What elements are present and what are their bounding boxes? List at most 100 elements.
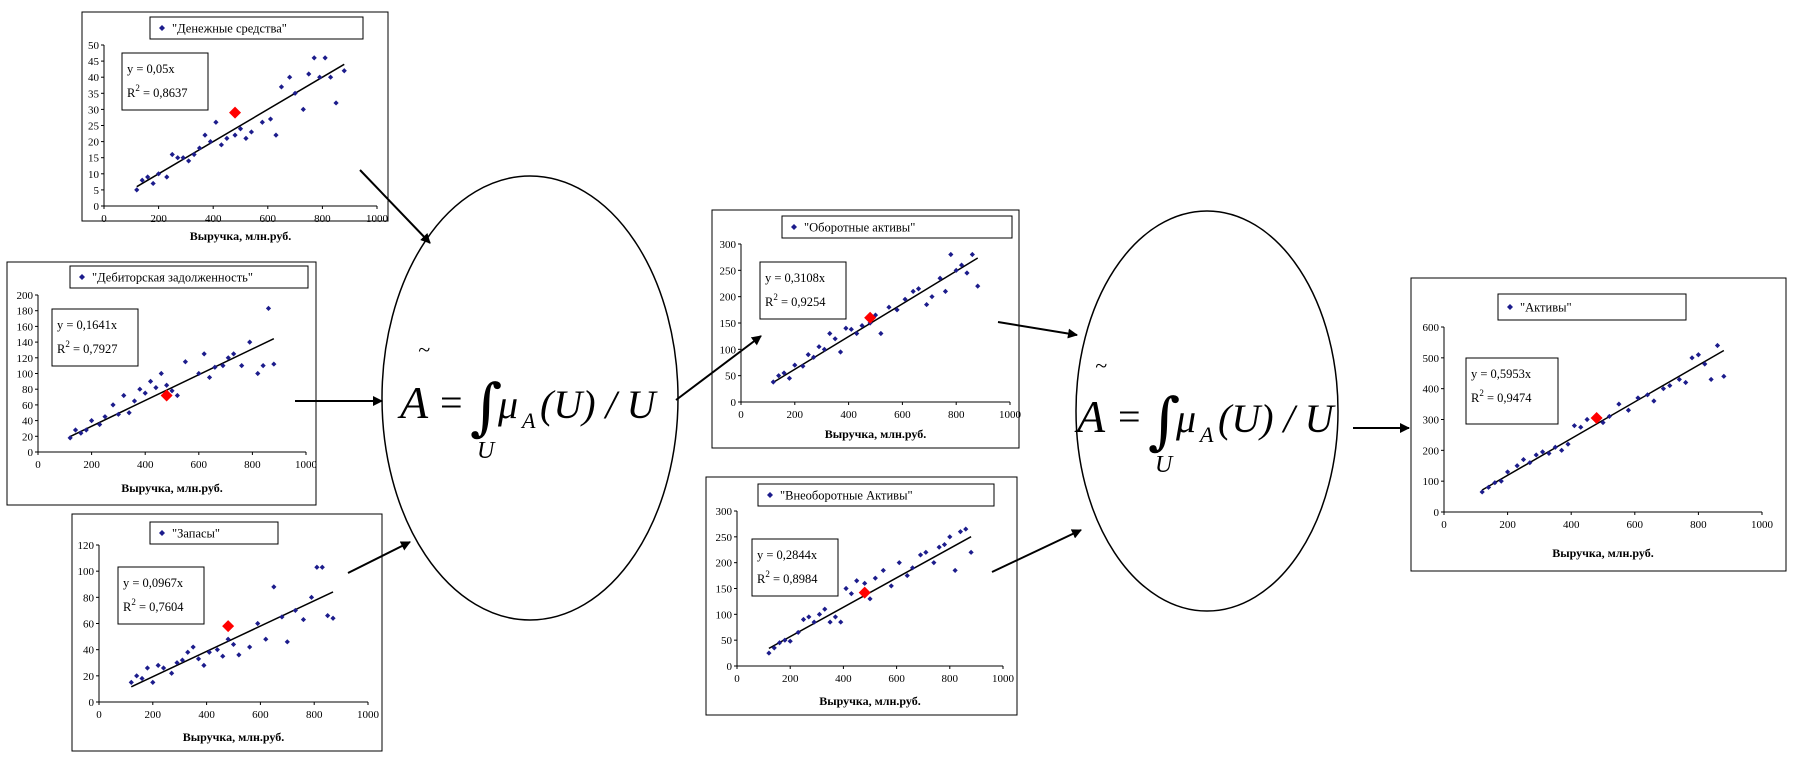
highlight-point [864,311,877,324]
data-point [1714,342,1721,349]
data-point [832,614,839,620]
x-tick-label: 0 [738,409,744,421]
data-point [969,251,975,258]
data-point [1527,460,1533,466]
data-point [271,361,277,367]
equation-box [121,52,209,111]
data-point [811,619,817,625]
data-point [964,270,970,276]
legend-label: "Оборотные активы" [804,221,915,235]
data-point [827,619,833,625]
data-point [904,572,910,579]
data-point [185,649,191,655]
data-point [243,135,249,141]
data-point [220,653,226,659]
data-point [190,644,196,650]
legend-label: "Денежные средства" [172,22,287,36]
x-tick-label: 0 [96,709,102,721]
chart-frame [6,261,317,506]
data-point [314,564,320,570]
x-tick-label: 400 [137,459,154,471]
x-tick-label: 400 [1563,519,1580,531]
x-tick-label: 0 [35,459,41,471]
data-point [957,529,964,535]
data-point [1635,395,1641,401]
chart-cash: 0 5 10 15 20 25 30 35 40 45 50 0 200 400 600 800 1000 Выр… [81,11,389,243]
data-point [207,139,214,145]
x-tick-label: 1000 [992,673,1015,685]
y-tick-label: 600 [1423,322,1440,334]
y-tick-label: 200 [720,292,737,304]
data-point [206,374,213,381]
x-tick-label: 800 [314,213,331,225]
equation-box [1465,357,1559,425]
y-tick-label: 300 [1423,415,1440,427]
formula-mu: μ [1175,396,1196,441]
trend-equation: y = 0,05x [127,62,175,76]
x-tick-label: 200 [787,409,804,421]
data-point [206,649,212,655]
data-point [941,541,948,548]
formula-sub: A [520,408,536,433]
data-point [770,379,776,385]
data-point [212,364,218,370]
y-tick-label: 0 [28,447,34,459]
data-point [78,430,84,436]
legend-box [149,521,279,545]
y-tick-label: 100 [78,566,95,578]
legend-marker [767,492,773,498]
data-point [1578,424,1584,430]
x-tick-label: 600 [894,409,911,421]
data-point [218,142,224,148]
data-point [968,549,974,555]
x-tick-label: 400 [835,673,852,685]
x-tick-label: 600 [252,709,269,721]
formula-limit: U [477,438,496,464]
data-point [267,116,274,122]
data-point [225,636,231,642]
data-point [1600,419,1606,426]
y-tick-label: 200 [1423,445,1440,457]
trend-line [772,257,979,383]
data-point [1498,478,1504,484]
data-point [201,662,207,668]
legend-box [757,483,995,507]
data-point [230,641,237,648]
data-point [306,71,312,77]
data-point [1514,463,1520,469]
data-point [923,549,929,555]
y-tick-label: 20 [22,431,34,443]
data-point [201,351,207,357]
data-point [800,363,806,369]
data-point [186,158,192,164]
legend-marker [1507,304,1513,310]
data-point [1683,379,1689,386]
data-point [164,382,170,388]
data-point [1702,361,1708,367]
equation-box [759,261,847,320]
data-point [1571,423,1577,429]
x-axis-label: Выручка, млн.руб. [183,730,285,744]
trend-equation: y = 0,0967x [123,576,184,590]
data-point [1479,489,1485,495]
data-point [284,639,290,645]
data-point [837,349,844,355]
data-point [848,326,854,332]
chart-inventory: 0 20 40 60 80 100 120 0 200 400 600 800 1000 Выручка,… [71,513,383,752]
data-point [838,619,844,625]
data-point [248,129,255,135]
data-point [97,421,103,428]
legend-label: "Запасы" [172,527,220,541]
y-tick-label: 250 [720,265,737,277]
x-tick-label: 400 [205,213,222,225]
data-point [781,370,787,376]
x-tick-label: 1000 [295,459,318,471]
data-point [1584,416,1590,423]
data-point [888,583,894,589]
data-point [1565,441,1571,447]
y-tick-label: 25 [88,121,100,133]
y-tick-label: 40 [83,645,95,657]
data-point [843,585,849,592]
data-point [330,615,336,621]
y-tick-label: 0 [1434,507,1440,519]
